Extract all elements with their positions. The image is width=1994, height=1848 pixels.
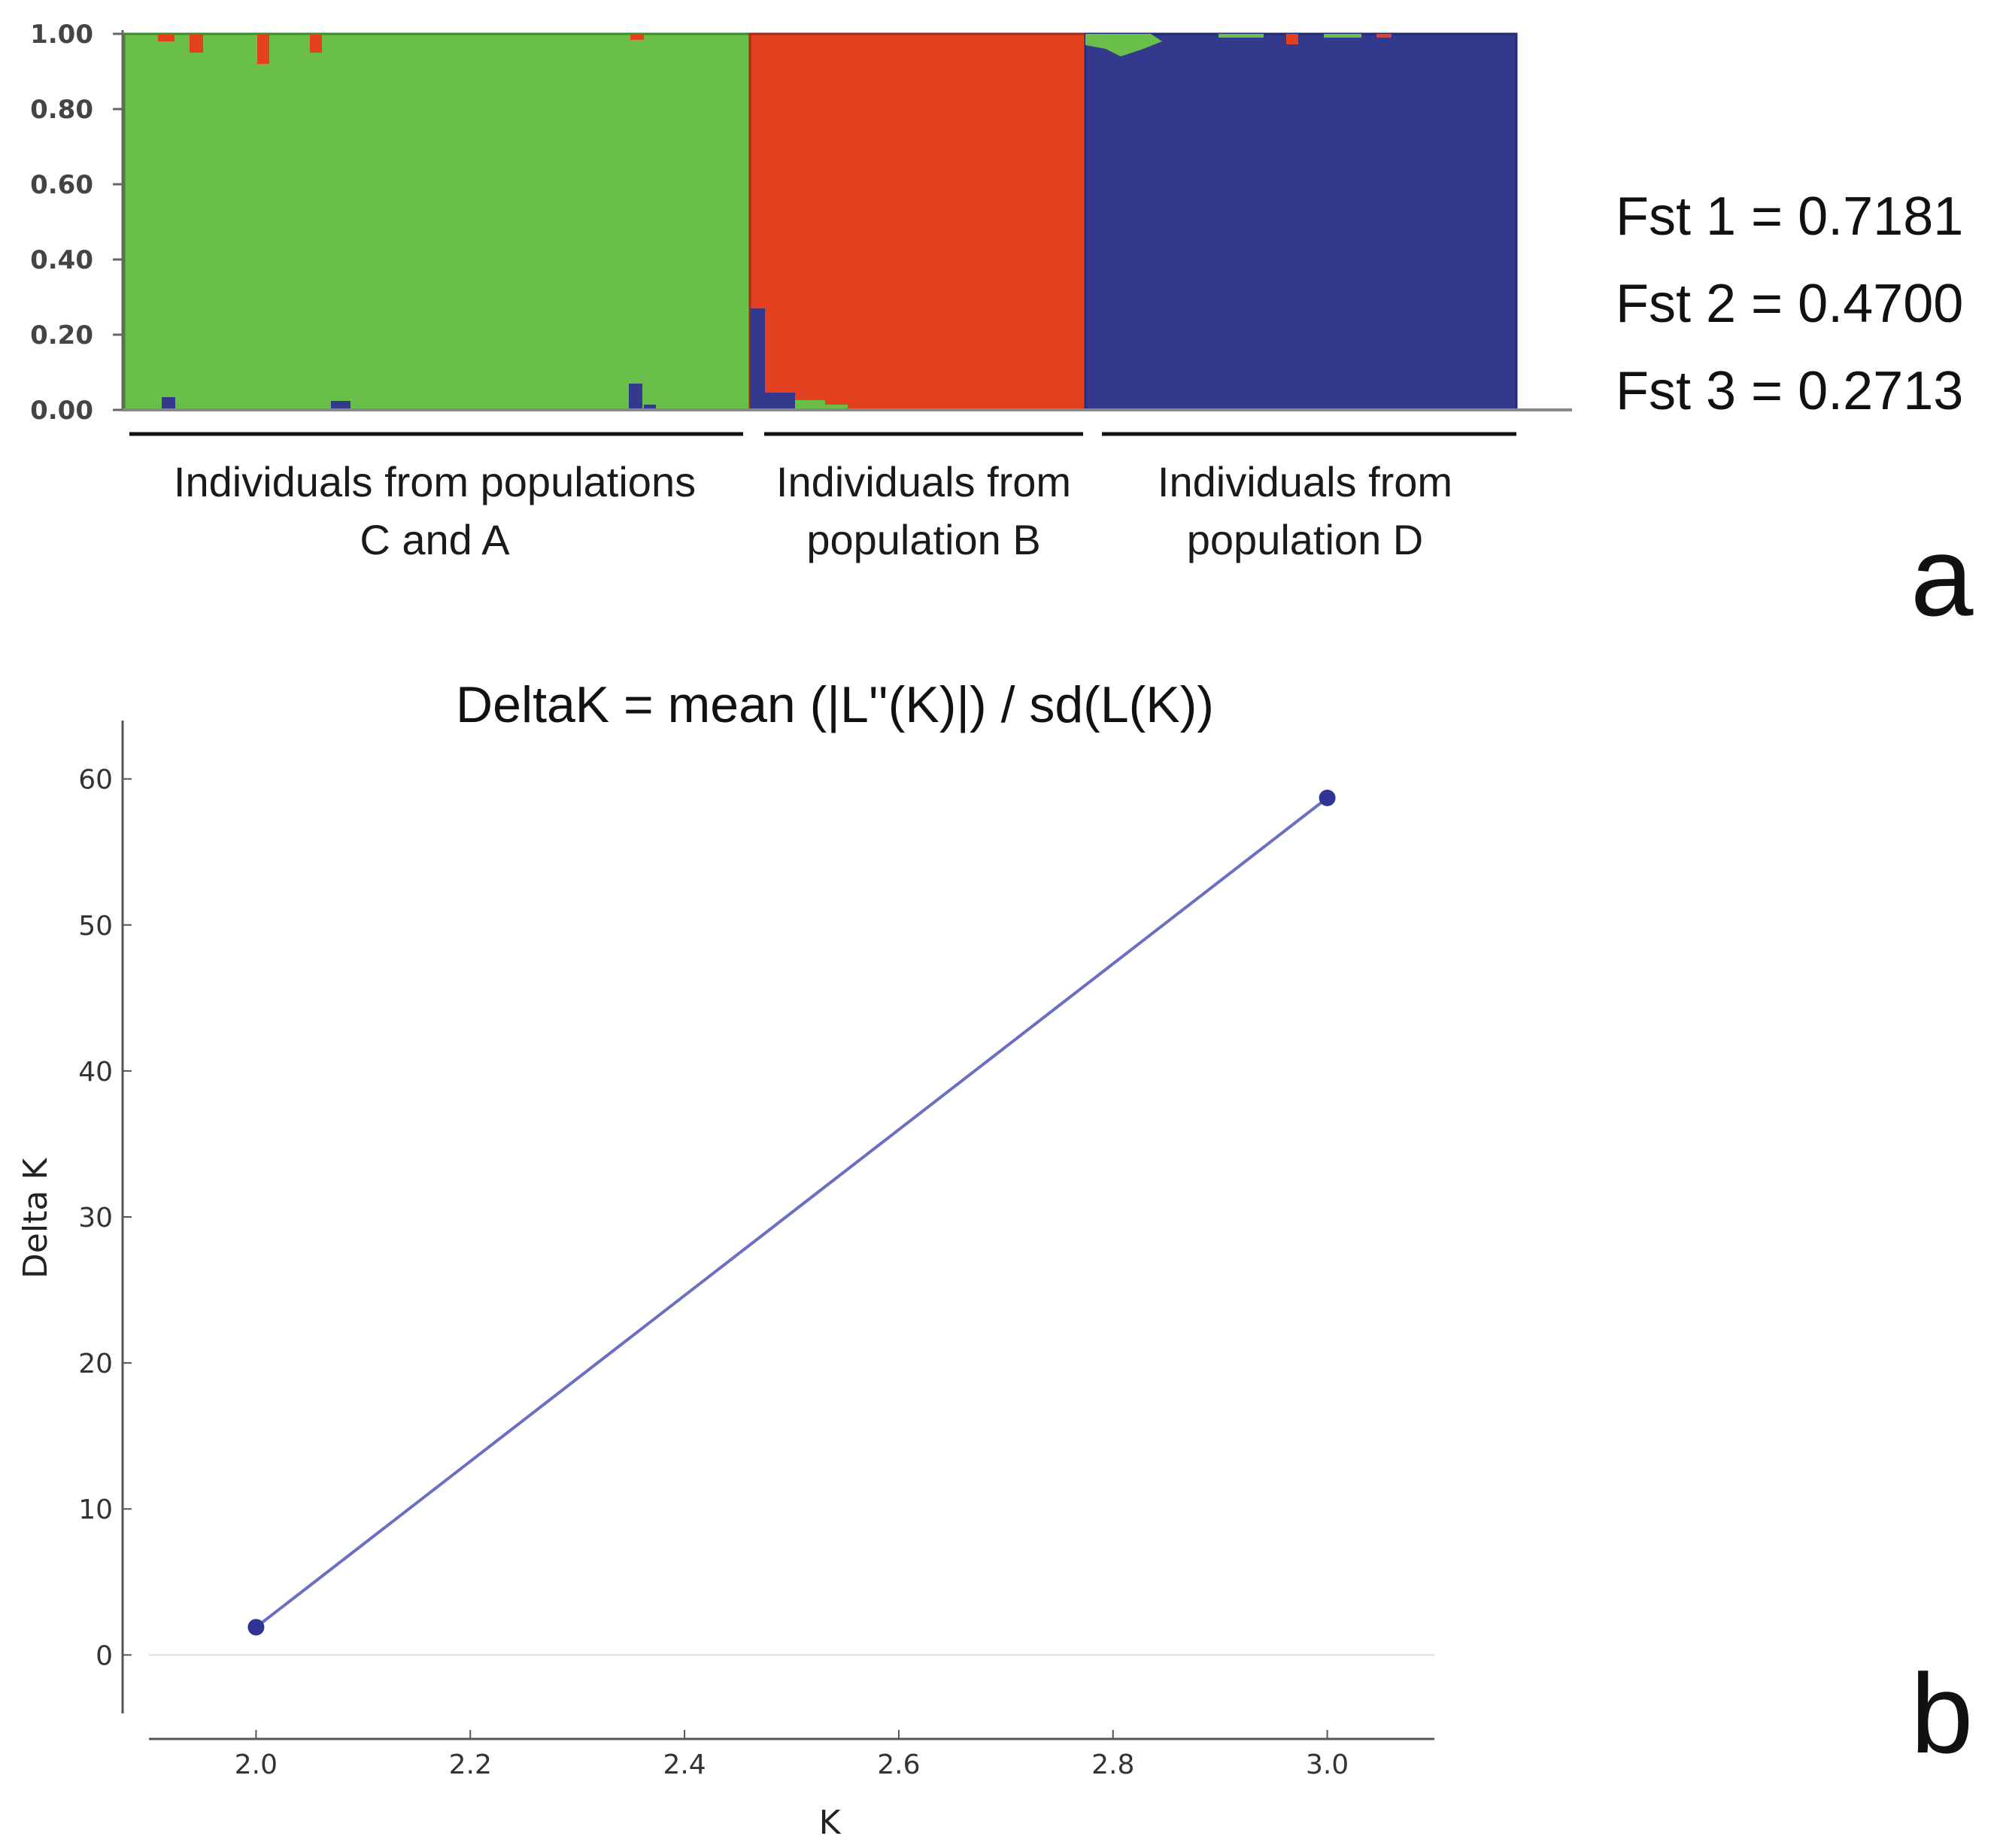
- admix-spike: [1324, 34, 1361, 38]
- panel-b: DeltaK = mean (|L''(K)|) / sd(L(K)) 0 10 2…: [17, 676, 1973, 1842]
- y-tick-label: 0.20: [30, 320, 93, 350]
- admix-spike: [765, 393, 795, 410]
- y-tick-label: 50: [78, 911, 113, 942]
- y-tick-label: 10: [78, 1494, 113, 1525]
- fst-annotation: Fst 1 = 0.7181: [1616, 187, 1963, 247]
- data-point: [247, 1619, 265, 1636]
- x-tick-label: 2.0: [235, 1749, 278, 1780]
- y-axis-label: Delta K: [17, 1158, 55, 1279]
- x-axis-label: K: [819, 1804, 842, 1842]
- group-bar-green: [123, 32, 751, 411]
- group-label: C and A: [360, 516, 510, 563]
- x-tick-label: 2.8: [1091, 1749, 1134, 1780]
- admix-spike: [162, 397, 175, 410]
- admix-spike: [629, 384, 642, 410]
- group-label: Individuals from: [1158, 458, 1452, 505]
- chart-title: DeltaK = mean (|L''(K)|) / sd(L(K)): [456, 676, 1214, 733]
- x-ticks: 2.0 2.2 2.4 2.6 2.8 3.0: [235, 1730, 1349, 1780]
- x-tick-label: 3.0: [1306, 1749, 1349, 1780]
- y-ticks: 0 10 20 30 40 50 60: [78, 765, 132, 1671]
- admix-spike: [795, 400, 825, 410]
- group-bar-red: [748, 32, 1087, 411]
- group-bar-blue: [1084, 32, 1518, 411]
- admix-spike: [1219, 34, 1264, 38]
- admix-spike: [644, 405, 656, 410]
- group-label: population B: [806, 516, 1040, 563]
- y-tick-label: 20: [78, 1349, 113, 1379]
- admix-spike: [825, 405, 848, 410]
- panel-label-b: b: [1911, 1650, 1973, 1777]
- fst-annotation: Fst 3 = 0.2713: [1616, 361, 1963, 421]
- fst-annotation: Fst 2 = 0.4700: [1616, 274, 1963, 334]
- series-line: [255, 797, 1328, 1629]
- x-tick-label: 2.4: [663, 1749, 706, 1780]
- y-tick-label: 0.00: [30, 396, 93, 426]
- panel-label-a: a: [1911, 513, 1974, 639]
- admix-spike: [1376, 34, 1392, 38]
- y-tick-label: 60: [78, 765, 113, 796]
- admixture-plot: [123, 32, 1518, 411]
- y-tick-label: 30: [78, 1203, 113, 1234]
- x-tick-label: 2.2: [449, 1749, 492, 1780]
- y-tick-label: 40: [78, 1057, 113, 1088]
- y-axis-a: 0.00 0.20 0.40 0.60 0.80 1.00: [30, 20, 1572, 426]
- x-tick-label: 2.6: [877, 1749, 920, 1780]
- admix-spike: [310, 34, 322, 53]
- y-tick-label: 1.00: [30, 20, 93, 50]
- group-label: Individuals from populations: [174, 458, 696, 505]
- panel-a: 0.00 0.20 0.40 0.60 0.80 1.00 Individuals fro…: [30, 20, 1974, 639]
- group-label: population D: [1187, 516, 1423, 563]
- group-label: Individuals from: [776, 458, 1071, 505]
- admix-spike: [1085, 34, 1162, 56]
- admix-spike: [331, 401, 351, 410]
- admix-spike: [750, 308, 765, 410]
- admix-spike: [630, 34, 644, 40]
- y-tick-label: 0.60: [30, 170, 93, 200]
- y-tick-label: 0.40: [30, 245, 93, 275]
- y-tick-label: 0: [96, 1640, 113, 1671]
- admix-spike: [257, 34, 269, 64]
- series: [247, 789, 1336, 1636]
- data-point: [1319, 789, 1336, 806]
- y-tick-label: 0.80: [30, 95, 93, 125]
- admix-spike: [158, 34, 175, 41]
- admix-spike: [190, 34, 203, 53]
- admix-spike: [1286, 34, 1298, 44]
